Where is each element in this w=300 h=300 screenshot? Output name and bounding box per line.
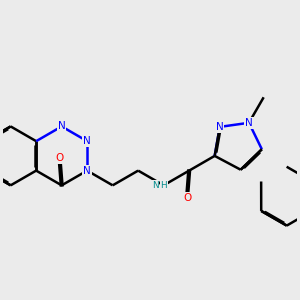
Text: N: N [216, 122, 224, 132]
Text: O: O [183, 193, 191, 202]
Text: N: N [152, 181, 159, 190]
Text: O: O [56, 153, 64, 163]
Text: N: N [245, 118, 253, 128]
Text: N: N [83, 166, 91, 176]
Text: N: N [83, 136, 91, 146]
Text: N: N [58, 122, 65, 131]
Text: H: H [160, 181, 167, 190]
